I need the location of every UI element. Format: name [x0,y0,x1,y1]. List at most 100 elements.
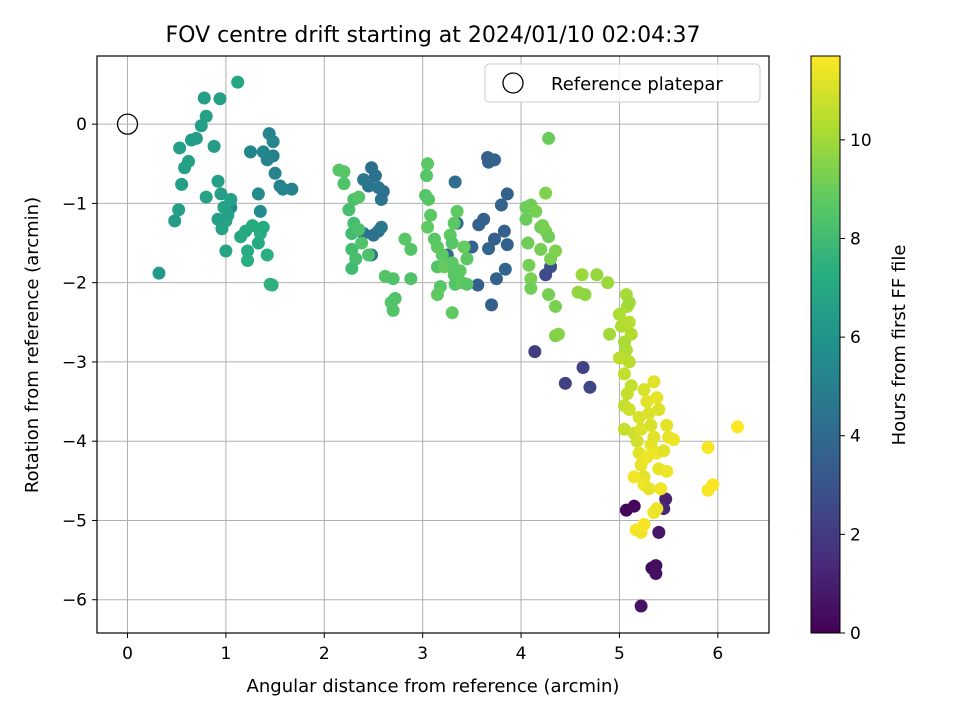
colorbar-tick-label: 0 [850,624,861,644]
data-point [634,599,648,613]
data-point [471,278,485,292]
data-point [637,383,651,397]
data-point [245,219,259,233]
data-point [243,145,257,159]
data-point [650,502,664,516]
data-point [652,402,666,416]
data-point [241,244,255,258]
data-point [362,248,376,262]
data-point [199,109,213,123]
data-point [534,242,548,256]
data-point [528,345,542,359]
colorbar-tick-label: 8 [850,229,861,249]
data-point [221,208,235,222]
reference-platepar-marker [116,113,139,135]
colorbar: 0 2 4 6 8 10 Hours from first FF file [810,55,910,644]
legend-label: Reference platepar [551,74,723,95]
data-point [420,169,434,183]
data-point [630,434,644,448]
data-point [632,410,646,424]
data-point [448,175,462,189]
y-axis-label: Rotation from reference (arcmin) [22,197,43,493]
data-point [601,276,615,290]
data-point [352,223,366,237]
data-point [731,420,745,434]
data-point [498,262,512,276]
data-point [376,185,390,199]
data-point [542,230,556,244]
data-point [260,248,274,262]
data-point [214,187,228,201]
data-points [152,75,745,613]
data-point [706,478,720,492]
data-point [447,216,461,230]
x-tick-label: 2 [319,644,330,664]
data-point [551,327,565,341]
data-point [497,224,511,238]
colorbar-tick-label: 6 [850,328,861,348]
colorbar-gradient [810,55,841,634]
legend-box [484,63,761,103]
data-point [617,422,631,436]
legend: Reference platepar [484,63,761,103]
x-tick-label: 3 [417,644,428,664]
data-point [548,244,562,258]
data-point [640,395,654,409]
data-point [622,355,636,369]
data-point [422,192,436,206]
data-point [485,298,499,312]
x-tick-label: 6 [712,644,723,664]
colorbar-tick-label: 10 [850,131,872,151]
data-point [404,272,418,286]
chart-title: FOV centre drift starting at 2024/01/10 … [166,23,701,48]
data-point [542,131,556,145]
y-tick-label: −3 [62,353,87,373]
data-point [578,288,592,302]
y-tick-label: −1 [62,194,87,214]
data-point [524,272,538,286]
data-point [263,277,277,291]
x-tick-label: 4 [516,644,527,664]
data-point [424,208,438,222]
data-point [450,204,464,218]
data-point [500,238,514,252]
data-point [590,268,604,282]
data-point [558,376,572,390]
data-point [657,444,671,458]
data-point [617,367,631,381]
data-point [357,173,371,187]
data-point [404,242,418,256]
data-point [642,406,656,420]
data-point [519,212,533,226]
legend-reference-marker [502,72,524,94]
x-tick-label: 1 [220,644,231,664]
data-point [285,182,299,196]
data-point [173,141,187,155]
data-point [430,288,444,302]
data-point [352,190,366,204]
data-point [268,166,282,180]
data-point [435,248,449,262]
data-point [152,266,166,280]
data-point [650,391,664,405]
data-point [548,299,562,313]
data-point [647,375,661,389]
x-axis-ticks: 0 1 2 3 4 5 6 [122,633,723,664]
data-point [660,418,674,432]
data-point [199,190,213,204]
data-point [445,306,459,320]
data-point [640,450,654,464]
data-point [374,220,388,234]
data-point [253,204,267,218]
data-point [168,214,182,228]
data-point [494,198,508,212]
data-point [368,169,382,183]
data-point [612,307,626,321]
data-point [649,567,663,581]
data-point [445,256,459,270]
data-point [211,174,225,188]
data-point [337,165,351,179]
data-point [172,203,186,217]
data-point [256,220,270,234]
plot-frame [96,55,770,634]
